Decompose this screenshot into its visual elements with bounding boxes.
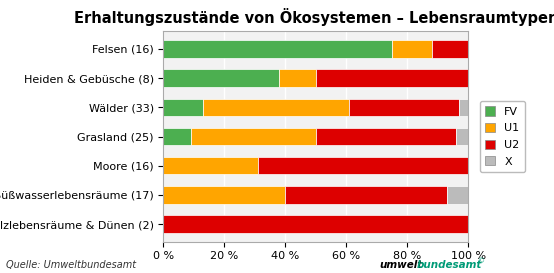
Bar: [163, 69, 279, 87]
Bar: [447, 186, 468, 204]
Bar: [258, 157, 468, 174]
Bar: [163, 128, 191, 145]
Bar: [456, 128, 468, 145]
Bar: [163, 99, 203, 116]
Bar: [459, 99, 468, 116]
Bar: [203, 99, 350, 116]
Title: Erhaltungszustände von Ökosystemen – Lebensraumtypen: Erhaltungszustände von Ökosystemen – Leb…: [74, 8, 554, 26]
Text: bundesamt: bundesamt: [417, 260, 482, 270]
Bar: [163, 186, 285, 204]
Bar: [316, 128, 456, 145]
Text: umwelt: umwelt: [379, 260, 423, 270]
Bar: [163, 40, 392, 58]
Bar: [392, 40, 432, 58]
Bar: [350, 99, 459, 116]
Bar: [316, 69, 468, 87]
Text: Quelle: Umweltbundesamt: Quelle: Umweltbundesamt: [6, 260, 136, 270]
Bar: [191, 128, 316, 145]
Bar: [279, 69, 316, 87]
Bar: [285, 186, 447, 204]
Text: ©: ©: [478, 259, 485, 265]
Bar: [432, 40, 468, 58]
Bar: [163, 215, 468, 233]
Bar: [163, 157, 258, 174]
Legend: FV, U1, U2, X: FV, U1, U2, X: [480, 101, 525, 172]
